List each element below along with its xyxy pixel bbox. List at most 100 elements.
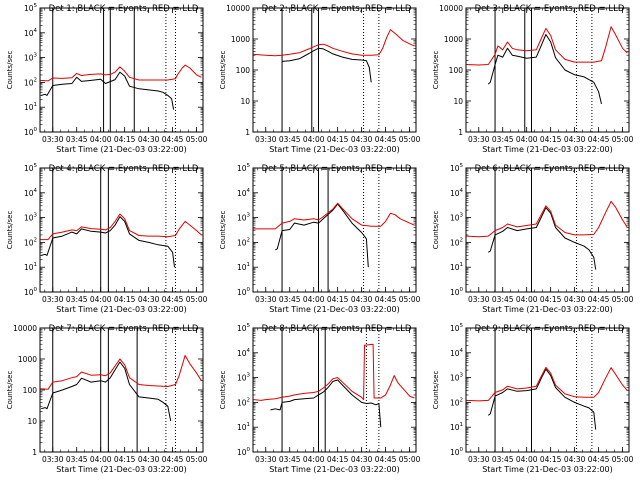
x-tick-label: 05:00 [186,135,208,144]
x-tick-label: 04:15 [540,455,562,464]
plot-frame [252,7,417,133]
y-axis-label: Counts/sec [219,371,227,410]
x-axis-label: Start Time (21-Dec-03 03:22:00) [56,145,187,154]
y-axis-label: Counts/sec [432,51,440,90]
x-tick-label: 03:45 [492,135,514,144]
y-tick-label: 10000 [13,324,37,333]
series-line-lld [253,29,415,57]
x-tick-label: 03:30 [42,135,64,144]
y-tick-label: 102 [24,77,37,87]
y-tick-label: 105 [450,163,464,173]
x-tick-label: 04:15 [540,135,562,144]
y-tick-label: 105 [237,323,251,333]
series-group [253,343,415,428]
y-tick-label: 1 [245,128,250,137]
y-tick-label: 1 [458,128,463,137]
x-tick-label: 05:00 [612,455,634,464]
series-line-events [41,71,175,110]
x-tick-label: 04:00 [303,135,325,144]
x-tick-label: 04:15 [327,135,349,144]
plot-frame [252,167,417,293]
x-tick-label: 04:00 [90,455,112,464]
y-tick-label: 1000 [444,35,463,44]
detector-6-panel: Det 6: BLACK = Events, RED = LLD 100 101 10… [426,160,639,320]
x-tick-label: 04:00 [90,135,112,144]
x-tick-label: 03:30 [468,455,490,464]
detector-9-panel: Det 9: BLACK = Events, RED = LLD 100 101 10… [426,320,639,480]
y-tick-label: 100 [237,447,251,457]
x-tick-label: 03:30 [42,455,64,464]
chart-title: Det 4: BLACK = Events, RED = LLD [49,164,199,174]
chart-title: Det 3: BLACK = Events, RED = LLD [475,4,625,14]
x-tick-label: 03:45 [492,455,514,464]
x-axis-label: Start Time (21-Dec-03 03:22:00) [269,305,400,314]
y-tick-label: 10000 [439,4,463,13]
x-tick-label: 04:30 [564,295,586,304]
series-line-events [41,216,175,268]
x-tick-label: 03:45 [66,455,88,464]
y-tick-label: 102 [237,397,250,407]
detector-7-chart: Det 7: BLACK = Events, RED = LLD 1 10 100 10… [6,324,208,474]
plot-frame [465,327,630,453]
x-tick-label: 05:00 [612,295,634,304]
x-tick-label: 03:45 [66,135,88,144]
detector-9-chart: Det 9: BLACK = Events, RED = LLD 100 101 10… [432,323,634,474]
x-axis-label: Start Time (21-Dec-03 03:22:00) [269,465,400,474]
detector-1-panel: Det 1: BLACK = Events, RED = LLD 100 101 10… [0,0,213,160]
y-tick-label: 103 [237,373,251,383]
x-tick-label: 04:30 [351,455,373,464]
y-tick-label: 101 [237,262,250,272]
chart-title: Det 6: BLACK = Events, RED = LLD [475,164,625,174]
series-line-events [487,368,597,430]
y-tick-label: 103 [450,213,464,223]
x-tick-label: 04:30 [564,455,586,464]
y-tick-label: 100 [23,386,38,395]
x-axis-label: Start Time (21-Dec-03 03:22:00) [482,305,613,314]
detector-3-chart: Det 3: BLACK = Events, RED = LLD 1 10 100 10… [432,4,634,154]
y-tick-label: 100 [24,127,38,137]
chart-title: Det 2: BLACK = Events, RED = LLD [262,4,412,14]
x-tick-label: 03:45 [279,135,301,144]
detector-5-chart: Det 5: BLACK = Events, RED = LLD 100 101 10… [219,163,421,314]
detector-2-chart: Det 2: BLACK = Events, RED = LLD 1 10 100 10… [219,4,421,154]
y-tick-label: 101 [450,262,463,272]
y-tick-label: 104 [24,28,38,38]
series-line-events [282,47,372,83]
x-tick-label: 04:45 [162,135,184,144]
series-line-lld [40,355,202,390]
x-tick-label: 03:30 [255,295,277,304]
x-tick-label: 03:30 [42,295,64,304]
series-line-lld [253,343,415,401]
series-group [40,213,202,268]
y-tick-label: 101 [237,422,250,432]
x-axis-label: Start Time (21-Dec-03 03:22:00) [56,305,187,314]
x-tick-label: 04:30 [138,455,160,464]
y-tick-label: 104 [24,188,38,198]
chart-title: Det 1: BLACK = Events, RED = LLD [49,4,199,14]
y-tick-label: 104 [450,348,464,358]
x-tick-label: 04:30 [351,135,373,144]
chart-title: Det 7: BLACK = Events, RED = LLD [49,324,199,334]
plot-frame [39,7,204,133]
x-tick-label: 04:45 [588,135,610,144]
y-axis-label: Counts/sec [6,371,14,410]
x-tick-label: 05:00 [612,135,634,144]
detector-3-panel: Det 3: BLACK = Events, RED = LLD 1 10 100 10… [426,0,639,160]
y-tick-label: 102 [24,237,37,247]
y-tick-label: 100 [237,287,251,297]
series-line-events [270,379,382,428]
x-tick-label: 05:00 [186,295,208,304]
y-tick-label: 10 [27,417,37,426]
y-tick-label: 103 [237,213,251,223]
y-tick-label: 101 [24,262,37,272]
y-tick-label: 103 [24,213,38,223]
x-tick-label: 05:00 [399,455,421,464]
series-line-events [41,361,172,422]
y-tick-label: 105 [450,323,464,333]
series-line-events [488,207,597,270]
x-tick-label: 04:15 [114,135,136,144]
y-tick-label: 100 [450,447,464,457]
y-tick-label: 101 [450,422,463,432]
series-group [253,29,415,83]
x-tick-label: 04:15 [327,455,349,464]
